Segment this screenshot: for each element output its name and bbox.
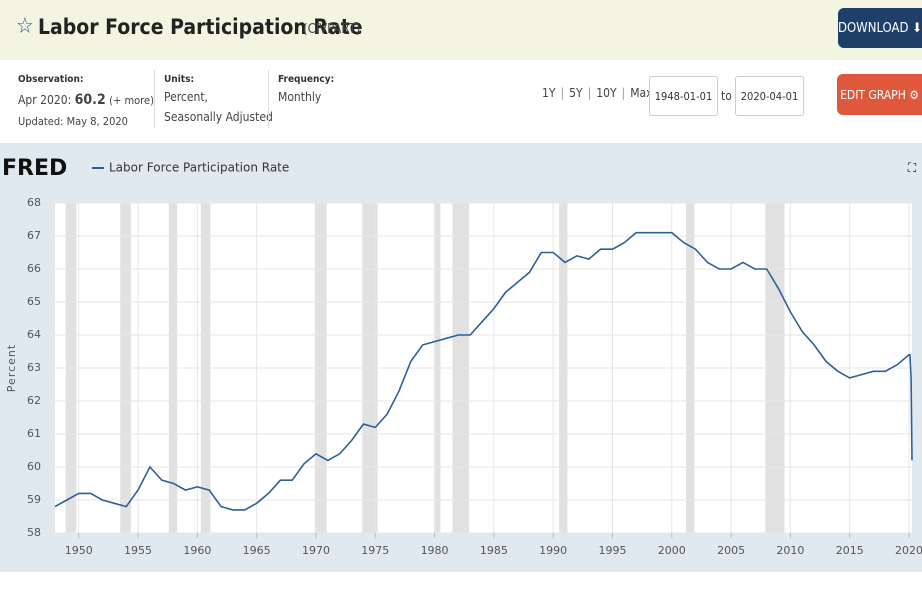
- download-button[interactable]: DOWNLOAD ⬇: [838, 8, 922, 48]
- y-tick-label: 62: [27, 394, 41, 407]
- title: Labor Force Participation Rate: [38, 15, 363, 39]
- edit-graph-label: EDIT GRAPH: [840, 87, 906, 102]
- separator: |: [560, 86, 565, 100]
- x-tick-label: 1975: [361, 544, 389, 557]
- x-tick-label: 1965: [243, 544, 271, 557]
- y-tick-label: 59: [27, 493, 41, 506]
- star-icon[interactable]: ☆: [16, 14, 34, 39]
- x-tick-label: 1995: [598, 544, 626, 557]
- divider: [154, 70, 155, 128]
- range-link[interactable]: 1Y: [542, 86, 556, 100]
- range-links: 1Y | 5Y | 10Y | Max: [542, 86, 653, 100]
- legend-label: Labor Force Participation Rate: [109, 161, 289, 175]
- x-tick-label: 1985: [480, 544, 508, 557]
- range-link[interactable]: Max: [630, 86, 653, 100]
- more-link[interactable]: (+ more): [109, 94, 154, 107]
- y-axis-label: Percent: [5, 344, 18, 392]
- y-tick-label: 64: [27, 328, 41, 341]
- end-date-input[interactable]: 2020-04-01: [735, 76, 804, 116]
- fullscreen-icon[interactable]: ⛶: [907, 161, 917, 175]
- updated: Updated: May 8, 2020: [18, 115, 128, 128]
- units-2: Seasonally Adjusted: [164, 110, 273, 124]
- units-label: Units:: [164, 74, 195, 85]
- divider: [268, 70, 269, 128]
- x-tick-label: 1960: [183, 544, 211, 557]
- x-tick-label: 1990: [539, 544, 567, 557]
- x-tick-label: 2010: [776, 544, 804, 557]
- y-tick-label: 63: [27, 361, 41, 374]
- x-tick-label: 2005: [717, 544, 745, 557]
- x-tick-label: 1970: [302, 544, 330, 557]
- x-tick-label: 1955: [124, 544, 152, 557]
- y-tick-label: 58: [27, 526, 41, 539]
- x-tick-label: 2000: [658, 544, 686, 557]
- x-tick-label: 1980: [421, 544, 449, 557]
- chart: FRED Labor Force Participation Rate ⛶ Pe…: [0, 143, 922, 572]
- observation-value: 60.2: [74, 92, 106, 108]
- y-tick-label: 66: [27, 262, 41, 275]
- x-tick-label: 2015: [836, 544, 864, 557]
- download-label: DOWNLOAD: [837, 20, 909, 36]
- y-tick-label: 61: [27, 427, 41, 440]
- y-tick-label: 60: [27, 460, 41, 473]
- frequency: Monthly: [278, 90, 322, 104]
- to-label: to: [721, 89, 732, 103]
- units-1: Percent,: [164, 90, 208, 104]
- y-tick-label: 65: [27, 295, 41, 308]
- edit-graph-button[interactable]: EDIT GRAPH ⚙: [837, 74, 922, 115]
- x-tick-label: 2020: [895, 544, 922, 557]
- header: ☆ Labor Force Participation Rate (CIVPAR…: [0, 0, 922, 60]
- series-line: [54, 231, 913, 511]
- brand: FRED: [2, 156, 67, 181]
- separator: |: [587, 86, 592, 100]
- series-id: (CIVPART): [303, 22, 361, 37]
- range-link[interactable]: 10Y: [596, 86, 617, 100]
- range-link[interactable]: 5Y: [569, 86, 583, 100]
- separator: |: [621, 86, 626, 100]
- observation-label: Observation:: [18, 74, 84, 85]
- frequency-label: Frequency:: [278, 74, 335, 85]
- y-tick-label: 68: [27, 196, 41, 209]
- observation-date: Apr 2020:: [18, 93, 72, 107]
- y-tick-label: 67: [27, 229, 41, 242]
- start-date-input[interactable]: 1948-01-01: [649, 76, 718, 116]
- observation: Apr 2020: 60.2 (+ more): [18, 92, 154, 108]
- x-tick-label: 1950: [65, 544, 93, 557]
